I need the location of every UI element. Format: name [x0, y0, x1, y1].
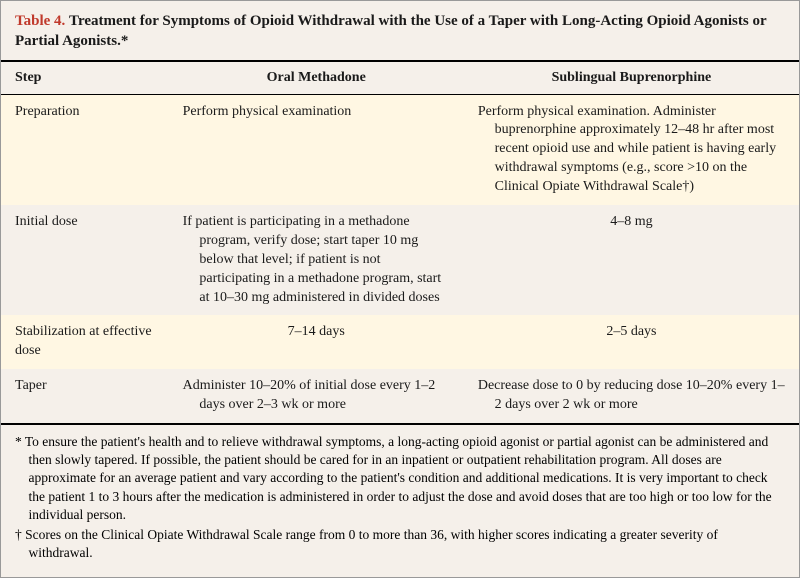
buprenorphine-text: Perform physical examination. Administer…: [478, 103, 785, 197]
table-row: Stabilization at effective dose 7–14 days…: [1, 315, 799, 369]
header-step: Step: [1, 62, 169, 95]
table-row: Preparation Perform physical examination P…: [1, 94, 799, 205]
cell-step: Initial dose: [1, 205, 169, 315]
step-text: Preparation: [15, 104, 80, 119]
opioid-withdrawal-table: Table 4. Treatment for Symptoms of Opioi…: [0, 0, 800, 578]
cell-buprenorphine: 2–5 days: [464, 315, 799, 369]
header-methadone: Oral Methadone: [169, 62, 464, 95]
table-number: Table 4.: [15, 13, 65, 29]
cell-methadone: 7–14 days: [169, 315, 464, 369]
methadone-text: Perform physical examination: [183, 103, 450, 122]
table-row: Taper Administer 10–20% of initial dose e…: [1, 369, 799, 423]
footnote-asterisk: * To ensure the patient's health and to …: [15, 433, 785, 524]
header-row: Step Oral Methadone Sublingual Buprenorp…: [1, 62, 799, 95]
cell-methadone: If patient is participating in a methado…: [169, 205, 464, 315]
table-caption: Table 4. Treatment for Symptoms of Opioi…: [1, 1, 799, 62]
step-text: Initial dose: [15, 214, 78, 229]
cell-buprenorphine: 4–8 mg: [464, 205, 799, 315]
cell-step: Stabilization at effective dose: [1, 315, 169, 369]
methadone-text: If patient is participating in a methado…: [183, 213, 450, 307]
cell-methadone: Administer 10–20% of initial dose every …: [169, 369, 464, 423]
treatment-table: Step Oral Methadone Sublingual Buprenorp…: [1, 62, 799, 423]
buprenorphine-text: Decrease dose to 0 by reducing dose 10–2…: [478, 377, 785, 415]
footnote-dagger: † Scores on the Clinical Opiate Withdraw…: [15, 526, 785, 562]
table-row: Initial dose If patient is participating …: [1, 205, 799, 315]
methadone-text: Administer 10–20% of initial dose every …: [183, 377, 450, 415]
step-text: Taper: [15, 378, 47, 393]
table-body: Preparation Perform physical examination P…: [1, 94, 799, 423]
table-title: Treatment for Symptoms of Opioid Withdra…: [15, 13, 766, 49]
cell-step: Preparation: [1, 94, 169, 205]
footnotes: * To ensure the patient's health and to …: [1, 423, 799, 577]
cell-buprenorphine: Decrease dose to 0 by reducing dose 10–2…: [464, 369, 799, 423]
step-text: Stabilization at effective dose: [15, 324, 152, 358]
cell-step: Taper: [1, 369, 169, 423]
cell-buprenorphine: Perform physical examination. Administer…: [464, 94, 799, 205]
cell-methadone: Perform physical examination: [169, 94, 464, 205]
header-buprenorphine: Sublingual Buprenorphine: [464, 62, 799, 95]
